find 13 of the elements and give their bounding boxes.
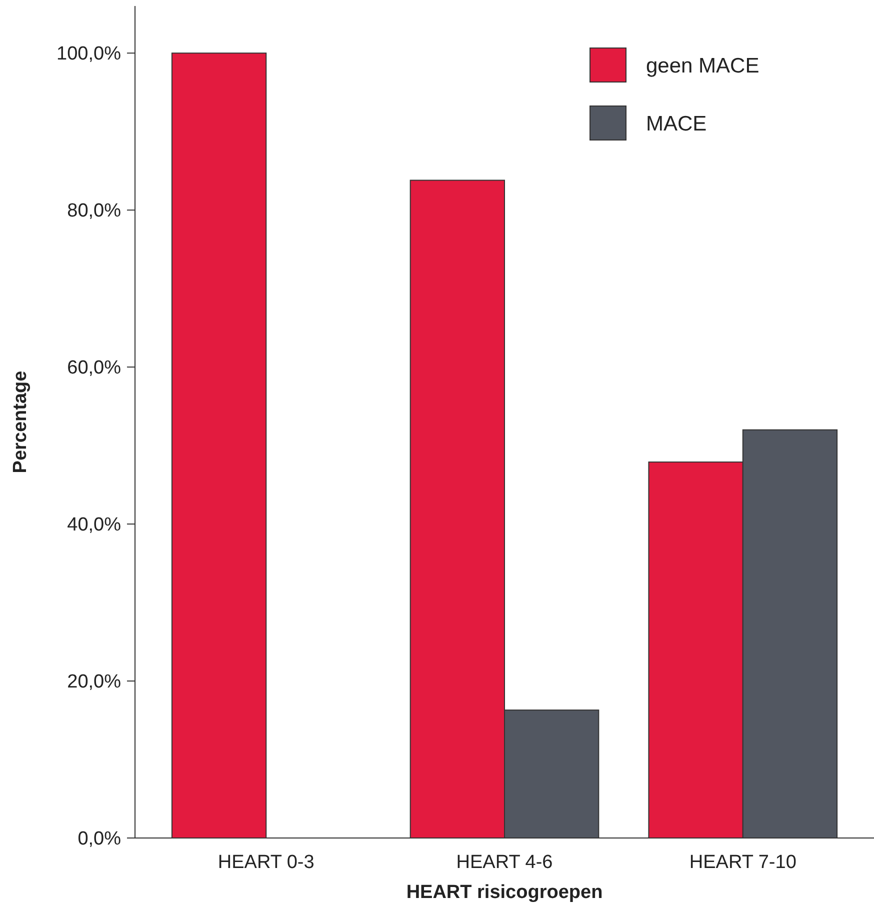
x-tick-label: HEART 0-3	[218, 852, 314, 873]
y-tick-label: 80,0%	[67, 200, 122, 222]
y-tick-label: 20,0%	[67, 672, 122, 693]
y-tick-label: 100,0%	[56, 44, 122, 65]
legend-label: MACE	[646, 112, 707, 136]
x-tick-label: HEART 7-10	[689, 852, 796, 873]
legend-label: geen MACE	[646, 54, 760, 78]
y-tick-label: 60,0%	[67, 358, 122, 379]
y-axis-title: Percentage	[10, 370, 31, 474]
y-tick-label: 40,0%	[67, 514, 122, 536]
x-tick-label: HEART 4-6	[456, 852, 553, 873]
y-tick-label: 0,0%	[78, 828, 122, 850]
x-axis-title: HEART risicogroepen	[406, 882, 603, 903]
